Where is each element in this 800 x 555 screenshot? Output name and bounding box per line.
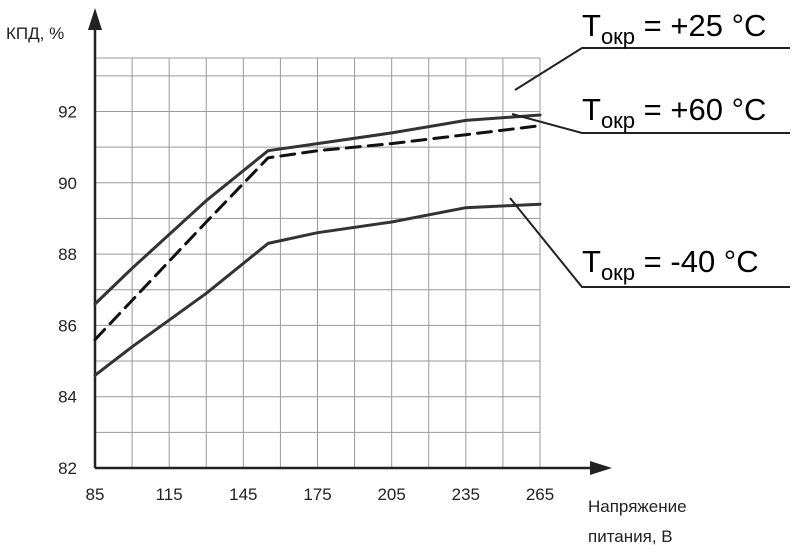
legend-label-symbol: T <box>582 244 601 279</box>
series-line-2 <box>93 124 542 342</box>
x-tick-label: 115 <box>156 485 183 504</box>
legend-label-symbol: T <box>582 92 601 127</box>
grid <box>95 57 541 468</box>
y-tick-label: 92 <box>58 102 77 121</box>
legend-label-subscript: окр <box>601 24 635 49</box>
x-tick-label: 205 <box>377 485 405 504</box>
y-tick-label: 88 <box>58 245 77 264</box>
x-tick-label: 235 <box>452 485 480 504</box>
y-axis-arrow-icon <box>88 8 102 30</box>
legend-label-2: Tокр = +60 °C <box>582 92 766 133</box>
legend-label-subscript: окр <box>601 260 635 285</box>
legend-label-symbol: T <box>582 8 601 43</box>
y-tick-label: 90 <box>58 174 77 193</box>
x-axis-title-line-2: питания, В <box>588 527 673 546</box>
y-tick-label: 84 <box>58 388 77 407</box>
legend-label-value: = +60 °C <box>635 92 766 127</box>
legend-label-value: = -40 °C <box>635 244 759 279</box>
legend-leader-line-1 <box>514 47 790 91</box>
y-axis-title: КПД, % <box>6 24 64 43</box>
series-line-3 <box>93 202 542 377</box>
y-tick-label: 86 <box>58 316 77 335</box>
x-tick-label: 85 <box>86 485 105 504</box>
x-axis-title-line-1: Напряжение <box>588 497 687 516</box>
series-line-1 <box>93 113 542 306</box>
x-tick-label: 175 <box>303 485 331 504</box>
axes <box>88 8 612 475</box>
x-tick-label: 145 <box>229 485 257 504</box>
legend-label-1: Tокр = +25 °C <box>582 8 766 49</box>
x-axis-arrow-icon <box>590 461 612 475</box>
legend-label-subscript: окр <box>601 108 635 133</box>
legend-leader-line-3 <box>509 197 790 288</box>
tick-labels: 85 115 145 175 205 235 265 82 84 86 88 90 92 <box>58 102 554 504</box>
y-tick-label: 82 <box>58 459 77 478</box>
legend-label-value: = +25 °C <box>635 8 766 43</box>
x-tick-label: 265 <box>526 485 554 504</box>
series <box>93 113 542 377</box>
legend-label-3: Tокр = -40 °C <box>582 244 759 285</box>
legend-leader-line-2 <box>511 113 790 134</box>
